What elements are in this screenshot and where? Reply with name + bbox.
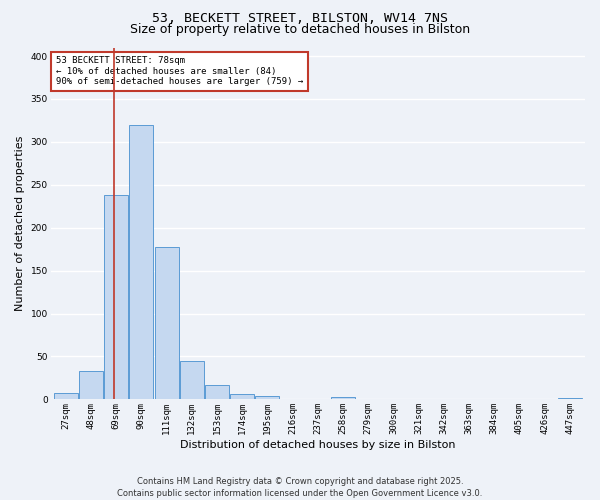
Bar [180,361,204,400]
Bar [382,398,406,400]
Bar [155,246,179,400]
Bar [230,394,254,400]
X-axis label: Distribution of detached houses by size in Bilston: Distribution of detached houses by size … [180,440,455,450]
Bar [79,371,103,400]
Bar [130,124,154,400]
Bar [104,195,128,400]
Y-axis label: Number of detached properties: Number of detached properties [15,136,25,311]
Bar [331,397,355,400]
Text: Contains HM Land Registry data © Crown copyright and database right 2025.
Contai: Contains HM Land Registry data © Crown c… [118,476,482,498]
Text: 53 BECKETT STREET: 78sqm
← 10% of detached houses are smaller (84)
90% of semi-d: 53 BECKETT STREET: 78sqm ← 10% of detach… [56,56,303,86]
Bar [205,385,229,400]
Text: 53, BECKETT STREET, BILSTON, WV14 7NS: 53, BECKETT STREET, BILSTON, WV14 7NS [152,12,448,26]
Bar [256,396,280,400]
Bar [54,392,77,400]
Text: Size of property relative to detached houses in Bilston: Size of property relative to detached ho… [130,22,470,36]
Bar [558,398,582,400]
